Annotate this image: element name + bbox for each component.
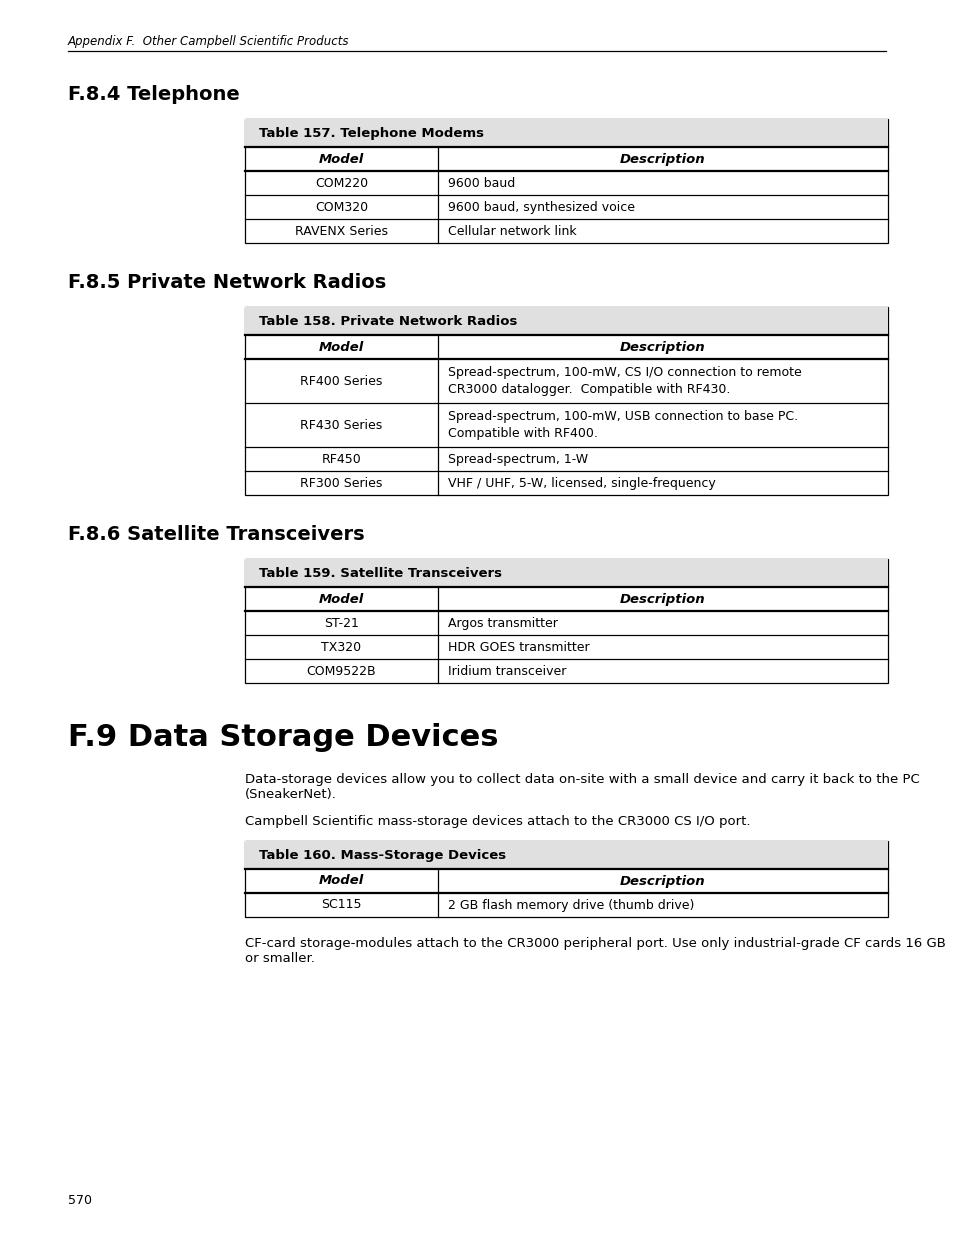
Text: Description: Description: [619, 874, 705, 888]
Text: RAVENX Series: RAVENX Series: [294, 225, 388, 237]
Text: Data-storage devices allow you to collect data on-site with a small device and c: Data-storage devices allow you to collec…: [245, 773, 919, 802]
Text: COM9522B: COM9522B: [306, 664, 375, 678]
Text: 9600 baud: 9600 baud: [447, 177, 515, 189]
Bar: [245, 559, 887, 683]
Text: Spread-spectrum, 100-mW, USB connection to base PC.
Compatible with RF400.: Spread-spectrum, 100-mW, USB connection …: [447, 410, 798, 440]
Text: HDR GOES transmitter: HDR GOES transmitter: [447, 641, 589, 653]
Text: Model: Model: [318, 593, 364, 605]
Text: VHF / UHF, 5-W, licensed, single-frequency: VHF / UHF, 5-W, licensed, single-frequen…: [447, 477, 715, 489]
Bar: [245, 119, 887, 243]
Text: COM220: COM220: [314, 177, 368, 189]
Bar: [245, 841, 887, 918]
Text: Description: Description: [619, 593, 705, 605]
Text: TX320: TX320: [321, 641, 361, 653]
Text: Campbell Scientific mass-storage devices attach to the CR3000 CS I/O port.: Campbell Scientific mass-storage devices…: [245, 815, 750, 827]
Text: Model: Model: [318, 152, 364, 165]
Text: Table 157. Telephone Modems: Table 157. Telephone Modems: [258, 126, 483, 140]
Text: Table 159. Satellite Transceivers: Table 159. Satellite Transceivers: [258, 567, 501, 579]
Bar: [245, 119, 887, 147]
Text: COM320: COM320: [314, 200, 368, 214]
Text: Cellular network link: Cellular network link: [447, 225, 576, 237]
Text: RF400 Series: RF400 Series: [300, 374, 382, 388]
Text: Appendix F.  Other Campbell Scientific Products: Appendix F. Other Campbell Scientific Pr…: [68, 35, 349, 48]
Text: RF450: RF450: [321, 452, 361, 466]
Text: CF-card storage-modules attach to the CR3000 peripheral port. Use only industria: CF-card storage-modules attach to the CR…: [245, 937, 944, 965]
Text: 9600 baud, synthesized voice: 9600 baud, synthesized voice: [447, 200, 635, 214]
Text: Table 158. Private Network Radios: Table 158. Private Network Radios: [258, 315, 517, 327]
Bar: [245, 559, 887, 587]
Text: Model: Model: [318, 341, 364, 353]
Text: F.8.5 Private Network Radios: F.8.5 Private Network Radios: [68, 273, 386, 291]
Text: Spread-spectrum, 1-W: Spread-spectrum, 1-W: [447, 452, 587, 466]
Text: Spread-spectrum, 100-mW, CS I/O connection to remote
CR3000 datalogger.  Compati: Spread-spectrum, 100-mW, CS I/O connecti…: [447, 366, 801, 396]
Text: Model: Model: [318, 874, 364, 888]
Text: Argos transmitter: Argos transmitter: [447, 616, 558, 630]
Text: Table 160. Mass-Storage Devices: Table 160. Mass-Storage Devices: [258, 848, 506, 862]
Bar: [245, 841, 887, 869]
Text: F.8.4 Telephone: F.8.4 Telephone: [68, 85, 239, 104]
Text: F.8.6 Satellite Transceivers: F.8.6 Satellite Transceivers: [68, 525, 364, 543]
Text: ST-21: ST-21: [324, 616, 358, 630]
Text: F.9 Data Storage Devices: F.9 Data Storage Devices: [68, 722, 498, 752]
Text: RF430 Series: RF430 Series: [300, 419, 382, 431]
Bar: [245, 308, 887, 335]
Text: Iridium transceiver: Iridium transceiver: [447, 664, 566, 678]
Text: SC115: SC115: [321, 899, 361, 911]
Text: RF300 Series: RF300 Series: [300, 477, 382, 489]
Text: Description: Description: [619, 341, 705, 353]
Text: 570: 570: [68, 1194, 91, 1207]
Text: 2 GB flash memory drive (thumb drive): 2 GB flash memory drive (thumb drive): [447, 899, 694, 911]
Text: Description: Description: [619, 152, 705, 165]
Bar: [245, 308, 887, 495]
